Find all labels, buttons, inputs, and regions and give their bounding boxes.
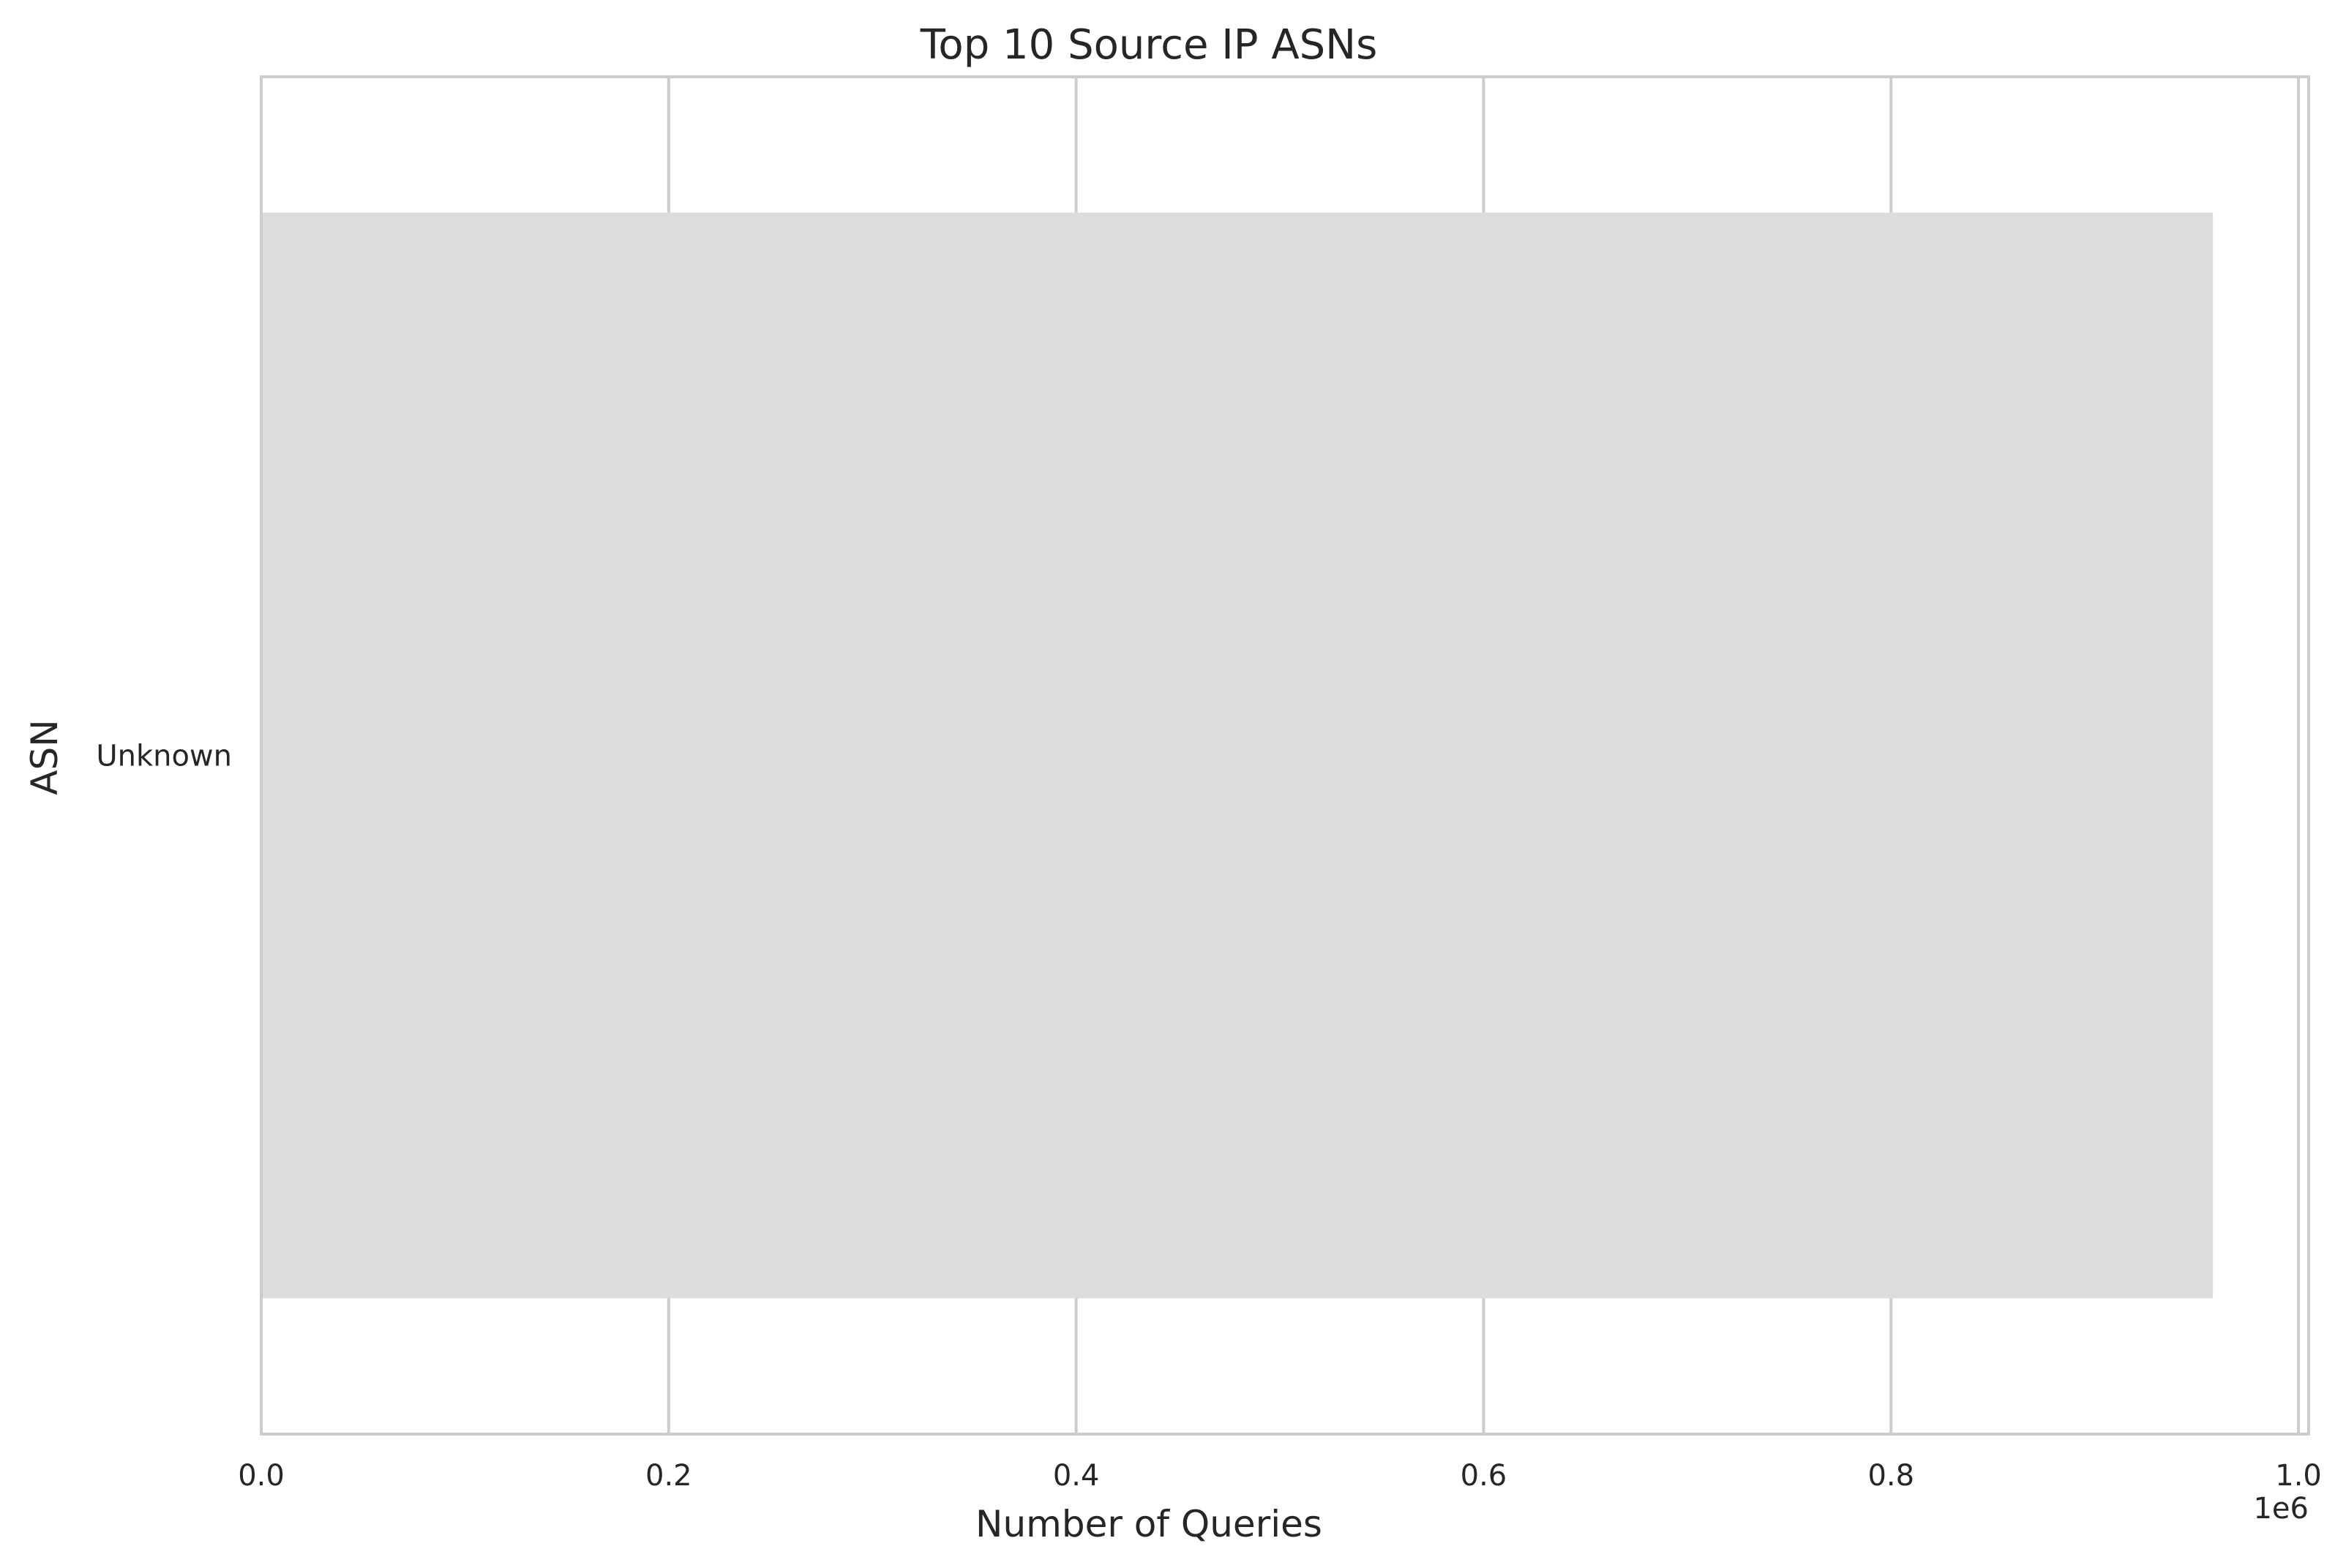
x-tick-label: 0.6	[1461, 1459, 1507, 1493]
x-tick-label: 0.0	[238, 1459, 285, 1493]
chart-title: Top 10 Source IP ASNs	[920, 21, 1378, 69]
y-tick-labels: Unknown	[96, 740, 232, 773]
y-axis-label: ASN	[23, 719, 66, 795]
bars	[261, 212, 2214, 1299]
x-tick-label: 1.0	[2275, 1459, 2322, 1493]
x-tick-labels: 0.0 0.2 0.4 0.6 0.8 1.0	[238, 1459, 2322, 1493]
plot-frame	[260, 75, 2310, 1436]
x-axis-label: Number of Queries	[975, 1503, 1322, 1545]
x-tick-label: 0.4	[1053, 1459, 1100, 1493]
x-tick-label: 0.8	[1867, 1459, 1914, 1493]
x-tick-label: 0.2	[645, 1459, 692, 1493]
bar	[261, 212, 2214, 1299]
y-tick-label: Unknown	[96, 740, 232, 773]
x-axis-offset-label: 1e6	[2253, 1492, 2309, 1526]
